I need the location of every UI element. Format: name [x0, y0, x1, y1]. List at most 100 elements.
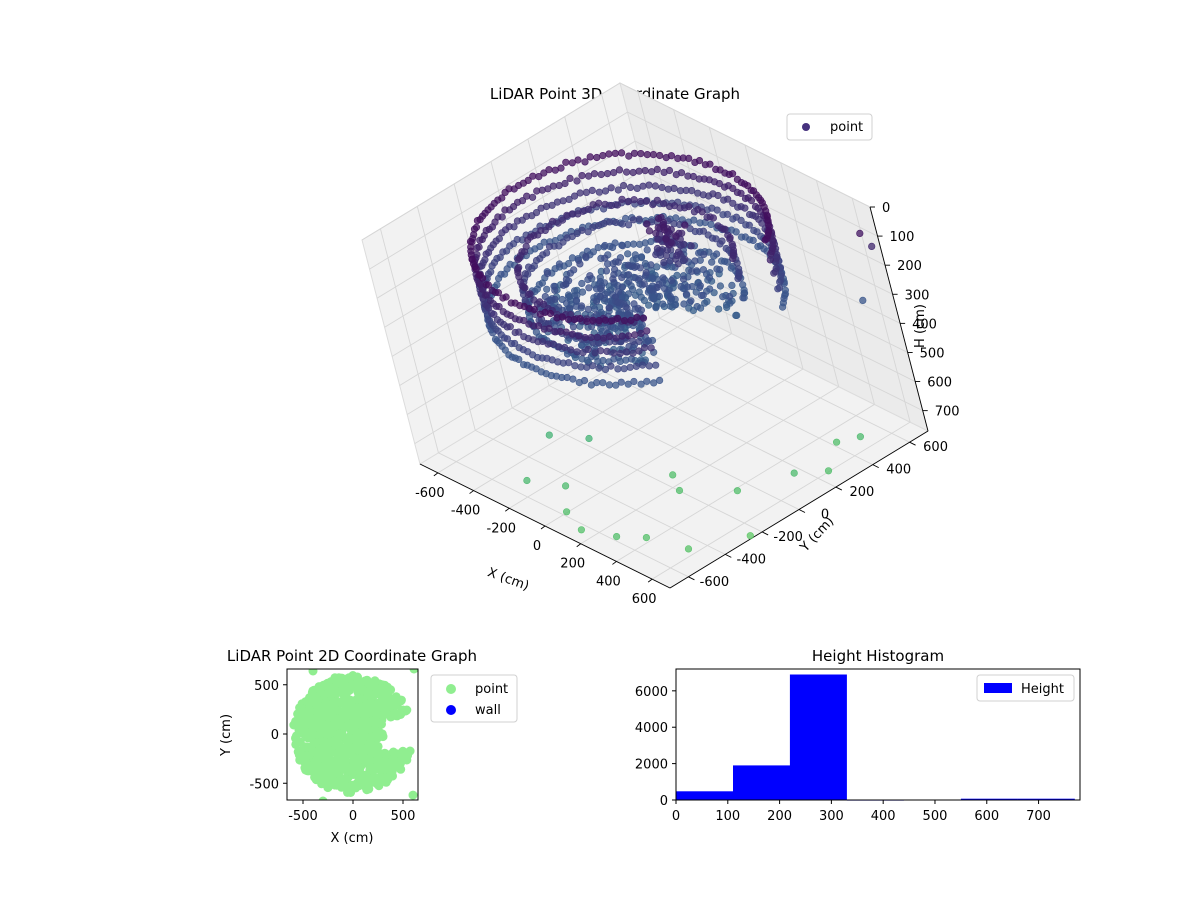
- lidar-point: [548, 217, 557, 225]
- lidar-point: [624, 221, 633, 229]
- lidar-point: [553, 198, 562, 206]
- point-marker: [340, 774, 350, 784]
- grid-y-left: [379, 228, 439, 453]
- chart-2d-ticks: -500 0 500 -500 0 500: [249, 679, 415, 824]
- lidar-point: [599, 334, 608, 342]
- lidar-point: [603, 170, 612, 178]
- y-tick-label: 6000: [635, 685, 668, 700]
- lidar-point: [618, 242, 627, 250]
- point-marker: [389, 755, 399, 765]
- lidar-point: [715, 305, 723, 313]
- lidar-point: [649, 275, 657, 283]
- lidar-point: [856, 229, 864, 237]
- lidar-point: [709, 214, 718, 222]
- lidar-point: [565, 195, 573, 203]
- lidar-point: [674, 154, 682, 162]
- lidar-point: [605, 381, 614, 389]
- x-tick-mark: [505, 507, 510, 512]
- point-marker: [300, 762, 310, 772]
- chart-3d-xlabel: X (cm): [485, 565, 531, 594]
- lidar-point: [624, 250, 632, 258]
- chart-2d-legend: point wall: [430, 674, 518, 723]
- lidar-point: [729, 215, 737, 223]
- lidar-point: [582, 252, 590, 261]
- lidar-point: [696, 282, 704, 290]
- point-marker: [318, 796, 328, 800]
- histogram-bar: [733, 765, 790, 800]
- chart-2d-title: LiDAR Point 2D Coordinate Graph: [227, 647, 477, 665]
- grid-y-floor: [438, 452, 689, 578]
- lidar-point: [767, 250, 775, 258]
- lidar-point: [725, 292, 734, 301]
- grid-z-left: [369, 111, 628, 270]
- lidar-point: [566, 269, 575, 277]
- grid-x-back: [780, 162, 840, 387]
- lidar-point: [595, 188, 603, 196]
- lidar-point: [675, 486, 684, 495]
- lidar-point: [593, 333, 601, 341]
- lidar-point: [599, 379, 607, 387]
- lidar-point: [601, 187, 610, 195]
- lidar-point: [617, 308, 625, 316]
- lidar-point: [587, 334, 595, 342]
- lidar-point: [660, 258, 668, 267]
- lidar-point: [662, 235, 670, 243]
- lidar-point: [511, 315, 519, 323]
- lidar-point: [633, 313, 641, 322]
- lidar-point: [589, 316, 597, 324]
- lidar-point: [614, 365, 622, 373]
- lidar-point: [519, 346, 527, 354]
- point-marker: [330, 673, 340, 683]
- point-marker: [323, 758, 333, 768]
- point-marker: [293, 717, 303, 727]
- chart-height-histogram: Height Histogram 0 100 200 300 400 500 600 7000…: [635, 647, 1081, 824]
- lidar-point: [696, 219, 704, 227]
- lidar-point: [739, 294, 747, 302]
- lidar-point: [729, 184, 737, 192]
- point-marker: [357, 720, 367, 730]
- lidar-point: [673, 251, 681, 260]
- lidar-point: [680, 256, 688, 265]
- lidar-point: [511, 339, 519, 348]
- lidar-point: [712, 250, 721, 258]
- point-marker: [335, 729, 344, 739]
- lidar-point: [682, 290, 691, 298]
- lidar-point: [687, 242, 695, 250]
- lidar-point: [540, 325, 548, 333]
- lidar-point: [626, 183, 635, 191]
- lidar-point: [528, 193, 537, 201]
- lidar-point: [494, 289, 503, 297]
- lidar-point: [569, 323, 578, 331]
- point-marker: [389, 710, 399, 720]
- lidar-point: [624, 332, 633, 340]
- lidar-point: [624, 197, 633, 205]
- lidar-point: [774, 285, 782, 293]
- legend-frame: [786, 113, 873, 141]
- lidar-point: [484, 281, 493, 289]
- lidar-point: [627, 316, 635, 325]
- lidar-point: [568, 330, 577, 338]
- lidar-point: [680, 300, 688, 308]
- lidar-point: [545, 243, 554, 251]
- lidar-point: [761, 236, 769, 244]
- legend-point-marker: [802, 123, 810, 131]
- point-marker: [368, 763, 378, 773]
- lidar-point: [674, 260, 682, 268]
- lidar-point: [594, 357, 602, 366]
- lidar-point: [631, 274, 639, 282]
- lidar-point: [659, 200, 668, 208]
- histogram-ticks: 0 100 200 300 400 500 600 700 0 2000 4000 6000: [635, 685, 1051, 824]
- lidar-point: [526, 290, 534, 298]
- lidar-point: [630, 149, 639, 157]
- lidar-point: [708, 258, 716, 266]
- point-marker: [408, 790, 418, 800]
- point-marker: [409, 669, 418, 674]
- lidar-point: [638, 361, 647, 369]
- lidar-point: [672, 232, 680, 240]
- x-tick-label: -200: [487, 521, 517, 536]
- lidar-point: [565, 293, 573, 301]
- lidar-point: [575, 378, 583, 387]
- lidar-point: [684, 545, 693, 553]
- lidar-point: [551, 166, 559, 174]
- grid-y-floor: [511, 407, 763, 533]
